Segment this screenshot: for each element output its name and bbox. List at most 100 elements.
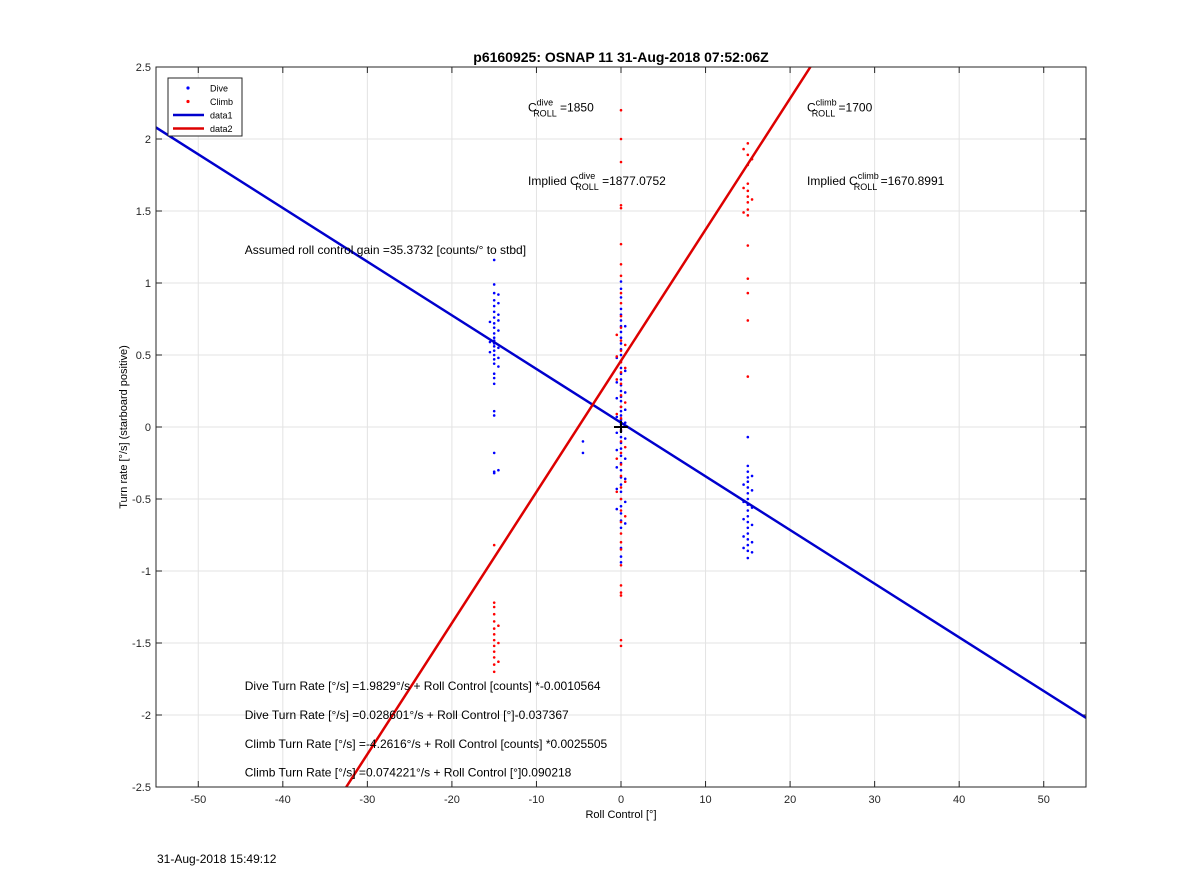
x-axis-label: Roll Control [°] bbox=[585, 809, 656, 821]
dive-point bbox=[750, 474, 754, 478]
climb-point bbox=[619, 509, 623, 512]
dive-point bbox=[746, 526, 750, 530]
climb-point bbox=[619, 262, 623, 266]
climb-point bbox=[619, 486, 623, 489]
climb-point bbox=[619, 382, 623, 386]
dive-point bbox=[742, 535, 745, 538]
annotation-text: Assumed roll control gain =35.3732 [coun… bbox=[245, 243, 526, 257]
climb-point bbox=[492, 612, 496, 616]
dive-point bbox=[746, 543, 750, 547]
dive-point bbox=[619, 399, 623, 403]
climb-point bbox=[623, 366, 627, 370]
dive-point bbox=[492, 353, 496, 357]
dive-point bbox=[619, 512, 623, 515]
dive-point bbox=[492, 382, 496, 386]
dive-point bbox=[746, 435, 750, 439]
dive-point bbox=[492, 258, 496, 262]
x-tick-label: 20 bbox=[784, 794, 796, 806]
climb-point bbox=[746, 277, 750, 280]
climb-point bbox=[615, 333, 619, 337]
dive-point bbox=[619, 409, 623, 413]
dive-point bbox=[750, 540, 754, 544]
dive-point bbox=[615, 487, 619, 491]
dive-point bbox=[492, 316, 496, 319]
x-tick-label: 50 bbox=[1038, 794, 1050, 806]
climb-point bbox=[619, 584, 623, 587]
dive-point bbox=[619, 366, 623, 370]
x-tick-label: 30 bbox=[869, 794, 881, 806]
legend-data1-label: data1 bbox=[210, 111, 233, 121]
x-tick-label: 0 bbox=[618, 794, 624, 806]
climb-point bbox=[623, 343, 627, 347]
dive-point bbox=[746, 532, 750, 535]
y-tick-label: -1 bbox=[141, 566, 151, 578]
dive-point bbox=[492, 298, 496, 302]
y-tick-label: -1.5 bbox=[132, 638, 151, 650]
dive-point bbox=[742, 483, 745, 486]
print-timestamp: 31-Aug-2018 15:49:12 bbox=[157, 852, 277, 866]
legend-dive-marker bbox=[186, 86, 190, 90]
dive-point bbox=[497, 301, 500, 305]
climb-point bbox=[742, 186, 745, 190]
legend-box bbox=[167, 77, 243, 137]
dive-point bbox=[619, 330, 623, 334]
dive-point bbox=[746, 538, 750, 541]
dive-point bbox=[492, 304, 496, 308]
climb-point bbox=[492, 543, 496, 547]
dive-point bbox=[581, 440, 585, 443]
climb-point bbox=[746, 291, 750, 295]
climb-point bbox=[742, 211, 745, 214]
dive-point bbox=[492, 310, 496, 314]
dive-point bbox=[619, 435, 623, 439]
climb-point bbox=[619, 520, 623, 524]
dive-point bbox=[750, 523, 754, 527]
dive-point bbox=[492, 471, 496, 475]
climb-point bbox=[746, 153, 750, 157]
dive-point bbox=[746, 509, 750, 512]
dive-point bbox=[492, 326, 496, 329]
climb-point bbox=[497, 624, 500, 628]
climb-point bbox=[619, 497, 623, 501]
dive-point bbox=[615, 466, 619, 469]
climb-point bbox=[619, 203, 623, 207]
dive-point bbox=[623, 457, 627, 460]
dive-point bbox=[619, 555, 623, 558]
legend: Dive Climb data1 data2 bbox=[167, 77, 243, 137]
dive-point bbox=[497, 346, 500, 350]
climb-point bbox=[750, 198, 754, 201]
y-tick-label: 1.5 bbox=[136, 206, 151, 218]
y-tick-label: -2 bbox=[141, 710, 151, 722]
climb-point bbox=[746, 244, 750, 247]
dive-point bbox=[623, 369, 627, 373]
dive-point bbox=[497, 313, 500, 316]
dive-point bbox=[615, 381, 619, 384]
climb-point bbox=[619, 540, 623, 544]
climb-point bbox=[746, 375, 750, 378]
legend-climb-marker bbox=[186, 99, 190, 104]
climb-point bbox=[619, 339, 623, 342]
climb-point bbox=[619, 451, 623, 455]
dive-point bbox=[746, 476, 750, 479]
dive-point bbox=[746, 497, 750, 501]
dive-point bbox=[619, 483, 623, 486]
climb-point bbox=[619, 242, 623, 246]
dive-point bbox=[623, 522, 627, 525]
climb-point bbox=[492, 605, 496, 609]
dive-point bbox=[619, 319, 623, 322]
x-tick-label: 40 bbox=[953, 794, 965, 806]
dive-point bbox=[619, 296, 623, 299]
dive-point bbox=[746, 556, 750, 560]
climb-point bbox=[497, 660, 500, 664]
legend-data2-label: data2 bbox=[210, 124, 233, 134]
plot-area bbox=[156, 67, 1086, 787]
climb-point bbox=[492, 633, 496, 636]
dive-point bbox=[615, 431, 619, 435]
climb-point bbox=[492, 601, 496, 604]
climb-point bbox=[746, 214, 750, 217]
dive-point bbox=[492, 291, 496, 295]
dive-point bbox=[492, 376, 496, 380]
climb-point bbox=[746, 182, 750, 185]
climb-point bbox=[619, 301, 623, 305]
climb-point bbox=[746, 208, 750, 211]
